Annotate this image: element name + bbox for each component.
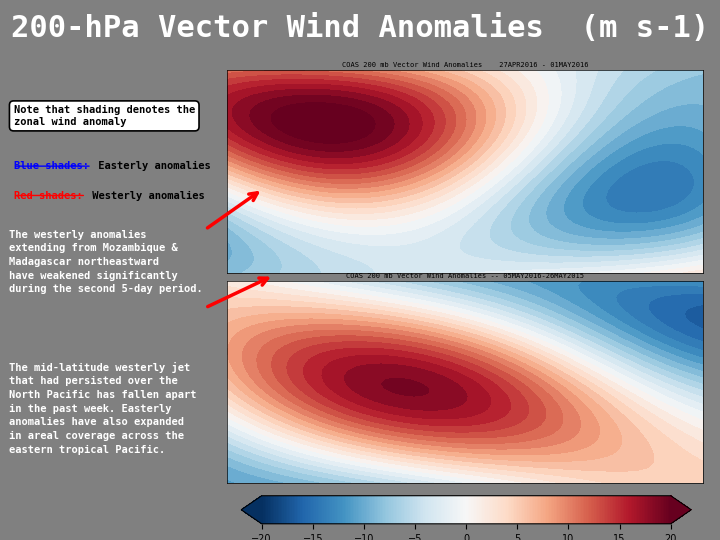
PathPatch shape [241,496,261,524]
Text: Red shades:: Red shades: [14,191,82,200]
Text: Note that shading denotes the
zonal wind anomaly: Note that shading denotes the zonal wind… [14,105,195,127]
Title: COAS 200 mb Vector Wind Anomalies    27APR2016 - 01MAY2016: COAS 200 mb Vector Wind Anomalies 27APR2… [342,63,588,69]
Title: COAS 200 mb Vector Wind Anomalies -- 05MAY2016-26MAY2015: COAS 200 mb Vector Wind Anomalies -- 05M… [346,273,584,279]
Text: The mid-latitude westerly jet
that had persisted over the
North Pacific has fall: The mid-latitude westerly jet that had p… [9,362,197,455]
PathPatch shape [671,496,691,524]
Text: Blue shades:: Blue shades: [14,161,89,171]
Text: Westerly anomalies: Westerly anomalies [86,191,205,201]
Text: The westerly anomalies
extending from Mozambique &
Madagascar northeastward
have: The westerly anomalies extending from Mo… [9,230,203,294]
Text: 200-hPa Vector Wind Anomalies  (m s-1): 200-hPa Vector Wind Anomalies (m s-1) [11,14,709,43]
Text: Easterly anomalies: Easterly anomalies [92,161,211,171]
